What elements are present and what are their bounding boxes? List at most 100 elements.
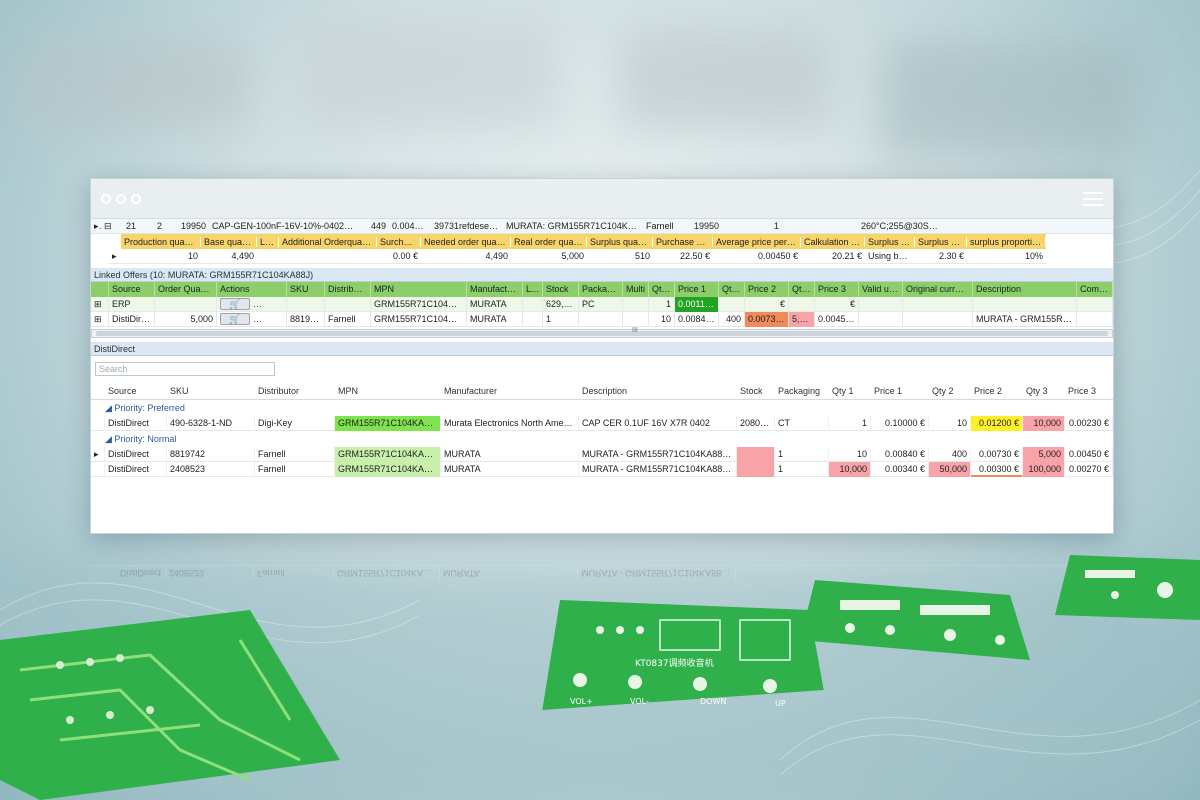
window-dot-icon[interactable] <box>101 193 111 204</box>
add-to-cart-icon[interactable]: 🛒 <box>220 313 250 326</box>
column-header[interactable]: Average price per unit <box>713 236 801 247</box>
cell: MURATA - GRM155R71... <box>973 311 1077 327</box>
order-quantity-input[interactable]: 5,000 <box>155 311 217 327</box>
cell: 0.00300 € <box>971 461 1023 477</box>
column-header[interactable]: Price 1 <box>874 385 903 396</box>
column-header[interactable]: surplus proportion <box>967 236 1046 247</box>
cell <box>287 296 325 312</box>
cell: 1 <box>649 296 675 312</box>
expand-icon[interactable]: ⊟ <box>104 220 112 231</box>
column-header[interactable]: Order Quantity <box>155 282 217 297</box>
cell <box>579 311 623 327</box>
column-header[interactable]: Real order quantity <box>511 236 587 247</box>
column-header[interactable]: Purchase costs <box>653 236 713 247</box>
column-header[interactable]: Stock <box>543 282 579 297</box>
linked-offer-row[interactable]: ⊞ DistiDirect 5,000 🛒 🛒≡ 8819742 Farnell … <box>91 311 1113 327</box>
window-dot-icon[interactable] <box>131 193 141 204</box>
expand-icon[interactable]: ⊞ <box>91 296 109 312</box>
group-normal[interactable]: ◢ Priority: Normal <box>91 431 1113 447</box>
column-header[interactable]: Price 2 <box>745 282 789 297</box>
hamburger-menu-icon[interactable] <box>1083 191 1103 206</box>
cell-highlight: 100,000 <box>1023 461 1065 477</box>
cell <box>325 296 371 312</box>
column-header[interactable]: Calkulation sum <box>801 236 865 247</box>
pcb-board-image <box>1055 555 1200 620</box>
pcb-board-image <box>0 610 340 800</box>
group-preferred[interactable]: ◢ Priority: Preferred <box>91 400 1113 416</box>
column-header[interactable]: Stock <box>740 385 763 396</box>
order-quantity-input[interactable] <box>155 296 217 312</box>
cell <box>859 296 903 312</box>
bom-main-row[interactable]: ▸ ⊟ 21 2 19950 CAP-GEN-100nF-16V-10%-040… <box>91 219 1113 234</box>
column-header[interactable]: Distributor <box>325 282 371 297</box>
column-header[interactable]: Surplus quantity <box>587 236 653 247</box>
cell: ERP <box>109 296 155 312</box>
linked-offer-row[interactable]: ⊞ ERP 🛒 🛒≡ GRM155R71C104KA88J MURATA 629,… <box>91 296 1113 312</box>
cell: 2408523 <box>167 461 255 477</box>
offer-row[interactable]: DistiDirect 490-6328-1-ND Digi-Key GRM15… <box>91 415 1113 431</box>
column-header[interactable]: Qty 1 <box>649 282 675 297</box>
cell: 400 <box>719 311 745 327</box>
column-header[interactable]: Comment <box>1077 282 1113 297</box>
column-header[interactable]: Qty 2 <box>719 282 745 297</box>
column-header[interactable]: Description <box>973 282 1077 297</box>
column-header[interactable]: Qty 3 <box>789 282 815 297</box>
cell: 19950 <box>180 221 206 231</box>
cell: DistiDirect <box>105 446 167 462</box>
cell <box>523 311 543 327</box>
summary-row[interactable]: ▸ 10 4,490 0.00 € 4,490 5,000 510 22.50 … <box>109 249 1046 264</box>
offer-row[interactable]: DistiDirect 2408523 Farnell GRM155R71C10… <box>91 461 1113 477</box>
cell: 260°C;255@30SEC <box>861 221 941 231</box>
column-header[interactable]: Qty 2 <box>932 385 954 396</box>
column-header[interactable]: Surplus sum <box>915 236 967 247</box>
column-header[interactable]: Manufacturer <box>467 282 523 297</box>
column-header[interactable]: Loss <box>257 236 279 247</box>
column-header[interactable]: Packaging <box>579 282 623 297</box>
cell: Murata Electronics North America <box>441 415 579 431</box>
collapse-icon[interactable]: ◢ <box>105 434 115 444</box>
horizontal-scrollbar[interactable]: III <box>91 327 1113 338</box>
column-header[interactable]: Source <box>109 282 155 297</box>
column-header[interactable]: Price 2 <box>974 385 1003 396</box>
column-header[interactable]: Additional Orderquantity <box>279 236 377 247</box>
column-header[interactable]: MPN <box>338 385 358 396</box>
expand-icon[interactable]: ⊞ <box>91 311 109 327</box>
column-header[interactable]: Source <box>108 385 137 396</box>
scrollbar-thumb[interactable] <box>96 331 1108 336</box>
column-header[interactable]: MPN <box>371 282 467 297</box>
column-header[interactable]: Price 3 <box>815 282 859 297</box>
window-dot-icon[interactable] <box>116 193 126 204</box>
column-header[interactable]: Price 3 <box>1068 385 1097 396</box>
add-to-cart-icon[interactable]: 🛒 <box>220 298 250 311</box>
column-header[interactable]: Qty 1 <box>832 385 854 396</box>
column-header[interactable]: Description <box>582 385 628 396</box>
column-header[interactable]: Manufacturer <box>444 385 498 396</box>
column-header[interactable]: Distributor <box>258 385 300 396</box>
column-header[interactable]: Multi <box>623 282 649 297</box>
column-header[interactable]: Base quantity <box>201 236 257 247</box>
column-header[interactable]: Production quantity <box>121 236 201 247</box>
offer-row[interactable]: ▸ DistiDirect 8819742 Farnell GRM155R71C… <box>91 446 1113 462</box>
cell: CAP CER 0.1UF 16V X7R 0402 <box>579 415 737 431</box>
column-header[interactable]: Surplus type <box>865 236 915 247</box>
cell: 1 <box>775 461 829 477</box>
cell: 21 <box>125 221 136 231</box>
column-header[interactable]: SKU <box>170 385 189 396</box>
column-header[interactable]: Valid until <box>859 282 903 297</box>
cell: 1 <box>543 311 579 327</box>
cell-highlight: 5,000 <box>1023 446 1065 462</box>
column-header[interactable]: SKU <box>287 282 325 297</box>
column-header[interactable]: Surcharge <box>377 236 421 247</box>
search-input[interactable]: Search <box>95 362 275 376</box>
column-header[interactable]: Packaging <box>778 385 821 396</box>
cell-mpn: GRM155R71C104KA88D <box>335 461 441 477</box>
cell-highlight: 10,000 <box>1023 415 1065 431</box>
column-header[interactable]: Qty 3 <box>1026 385 1048 396</box>
collapse-icon[interactable]: ◢ <box>105 403 115 413</box>
column-header[interactable]: Actions <box>217 282 287 297</box>
column-header[interactable]: Price 1 <box>675 282 719 297</box>
column-header[interactable]: LTD <box>523 282 543 297</box>
column-header[interactable]: Original currency <box>903 282 973 297</box>
pcb-label: DOWN <box>700 697 726 706</box>
column-header[interactable]: Needed order quantity <box>421 236 511 247</box>
